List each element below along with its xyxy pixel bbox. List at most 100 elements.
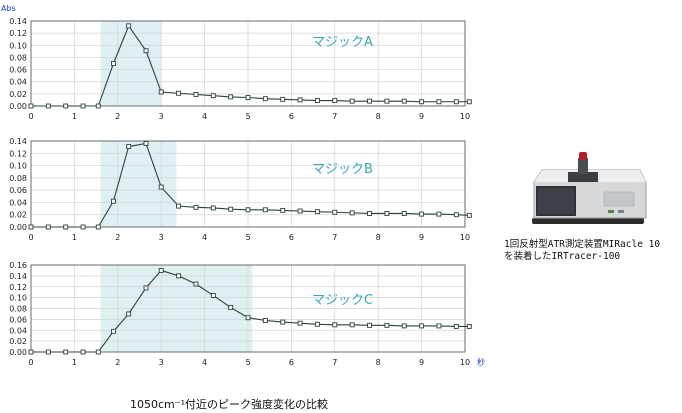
- data-point: [95, 349, 101, 355]
- data-point: [95, 224, 101, 230]
- x-tick-label: 10: [460, 358, 470, 367]
- data-point: [95, 103, 101, 109]
- data-point: [45, 103, 51, 109]
- data-point: [262, 318, 268, 323]
- x-tick-label: 10: [460, 233, 470, 242]
- x-tick-label: 2: [115, 233, 120, 242]
- x-tick-label: 3: [159, 233, 164, 242]
- data-point: [28, 224, 34, 230]
- x-tick-label: 4: [202, 358, 207, 367]
- y-tick-label: 0.14: [9, 272, 27, 281]
- instrument-caption-line-1: 1回反射型ATR測定装置MIRacle 10: [504, 239, 661, 250]
- x-tick-label: 1: [72, 112, 77, 121]
- y-tick-label: 0.06: [9, 315, 27, 324]
- data-point: [280, 96, 286, 102]
- x-axis-label: 秒: [477, 357, 485, 367]
- data-point: [158, 184, 164, 190]
- y-tick-label: 0.16: [9, 261, 27, 270]
- x-tick-label: 3: [159, 358, 164, 367]
- y-tick-label: 0.08: [9, 53, 27, 62]
- data-point: [349, 322, 355, 328]
- data-point: [45, 349, 51, 355]
- data-point: [466, 212, 472, 218]
- data-point: [314, 321, 320, 327]
- data-point: [367, 98, 372, 104]
- y-tick-label: 0.02: [9, 337, 27, 346]
- x-tick-label: 6: [289, 358, 294, 367]
- data-point: [453, 212, 459, 218]
- data-point: [280, 319, 286, 325]
- data-point: [245, 315, 251, 321]
- x-tick-label: 9: [419, 233, 424, 242]
- y-tick-label: 0.00: [9, 348, 27, 357]
- data-point: [158, 89, 164, 95]
- data-point: [193, 204, 199, 210]
- x-tick-label: 4: [202, 233, 207, 242]
- x-tick-label: 0: [28, 233, 33, 242]
- data-point: [453, 99, 459, 105]
- x-tick-label: 5: [245, 233, 250, 242]
- x-tick-label: 6: [289, 112, 294, 121]
- x-tick-label: 0: [28, 358, 33, 367]
- data-point: [80, 349, 86, 355]
- x-tick-label: 3: [159, 112, 164, 121]
- data-point: [419, 323, 425, 329]
- highlight-band: [100, 21, 162, 106]
- data-point: [453, 323, 459, 329]
- x-tick-label: 8: [376, 358, 381, 367]
- data-point: [111, 328, 116, 334]
- y-tick-label: 0.04: [9, 198, 27, 207]
- data-point: [126, 144, 132, 149]
- data-point: [210, 293, 216, 298]
- data-point: [349, 210, 355, 216]
- data-point: [367, 322, 372, 328]
- data-point: [80, 103, 86, 109]
- y-tick-label: 0.12: [9, 283, 27, 292]
- y-tick-label: 0.12: [9, 149, 27, 158]
- data-point: [280, 207, 286, 213]
- x-tick-label: 1: [72, 358, 77, 367]
- x-tick-label: 0: [28, 112, 33, 121]
- data-point: [466, 323, 472, 329]
- data-point: [436, 99, 442, 105]
- data-point: [63, 224, 69, 230]
- chart-panel-2: 0 1 2 3 4 5 6 7 8 9 10 0.00 0.02 0.04 0.06 0.08 0.10 0.12…: [9, 137, 472, 242]
- ftir-instrument-image: [528, 152, 650, 232]
- data-point: [210, 205, 216, 211]
- data-point: [63, 349, 69, 355]
- data-point: [466, 99, 472, 105]
- x-tick-label: 10: [460, 112, 470, 121]
- data-point: [419, 99, 425, 105]
- data-point: [401, 323, 407, 329]
- y-tick-label: 0.00: [9, 223, 27, 232]
- data-point: [228, 206, 234, 212]
- data-point: [314, 209, 320, 215]
- data-point: [245, 95, 251, 100]
- data-point: [210, 93, 216, 99]
- y-tick-label: 0.14: [9, 137, 27, 146]
- data-point: [176, 273, 182, 279]
- y-tick-label: 0.14: [9, 17, 27, 26]
- y-tick-label: 0.04: [9, 326, 27, 335]
- data-point: [384, 211, 390, 216]
- instrument-caption-line-2: を装着したIRTracer-100: [504, 251, 621, 262]
- x-tick-label: 5: [245, 112, 250, 121]
- chart-panel-3: 0 1 2 3 4 5 6 7 8 9 10 0.00 0.02 0.04 0.060.08 0.10 0.12…: [9, 261, 485, 367]
- x-tick-label: 5: [245, 358, 250, 367]
- x-tick-label: 2: [115, 112, 120, 121]
- x-tick-label: 8: [376, 112, 381, 121]
- y-tick-label: 0.12: [9, 29, 27, 38]
- y-axis-label: Abs: [1, 4, 16, 13]
- y-tick-label: 0.04: [9, 78, 27, 87]
- data-point: [314, 98, 320, 103]
- data-point: [401, 211, 407, 216]
- y-tick-label: 0.08: [9, 174, 27, 183]
- data-point: [297, 97, 303, 103]
- data-point: [63, 103, 69, 109]
- data-point: [384, 322, 390, 328]
- data-point: [384, 98, 390, 104]
- data-point: [419, 211, 425, 217]
- x-tick-label: 6: [289, 233, 294, 242]
- data-point: [28, 349, 34, 355]
